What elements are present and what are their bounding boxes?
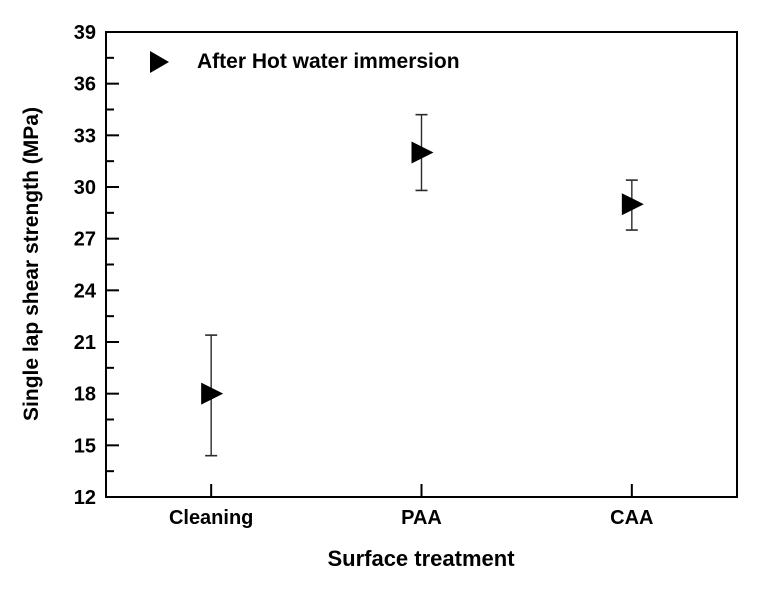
- legend: After Hot water immersion: [150, 50, 460, 74]
- legend-label: After Hot water immersion: [197, 50, 460, 73]
- y-tick-label: 15: [74, 435, 96, 457]
- plot-border: [105, 31, 738, 498]
- x-tick-label: Cleaning: [169, 507, 253, 529]
- data-point-marker: [411, 141, 434, 164]
- y-tick-label: 21: [74, 332, 96, 354]
- y-tick-label: 36: [74, 74, 96, 96]
- y-tick-label: 18: [74, 384, 96, 406]
- y-tick-label: 30: [74, 177, 96, 199]
- x-tick-label: PAA: [401, 507, 442, 529]
- y-tick-label: 27: [74, 229, 96, 251]
- y-tick-label: 33: [74, 125, 96, 147]
- y-tick-label: 39: [74, 22, 96, 44]
- y-axis-title: Single lap shear strength (MPa): [20, 107, 43, 421]
- y-tick-label: 12: [74, 487, 96, 509]
- y-tick-label: 24: [74, 280, 97, 302]
- data-point-marker: [621, 193, 644, 216]
- legend-marker-triangle-icon: [150, 51, 169, 73]
- data-point-marker: [201, 382, 224, 405]
- x-tick-label: CAA: [610, 507, 653, 529]
- x-axis-title: Surface treatment: [327, 546, 515, 571]
